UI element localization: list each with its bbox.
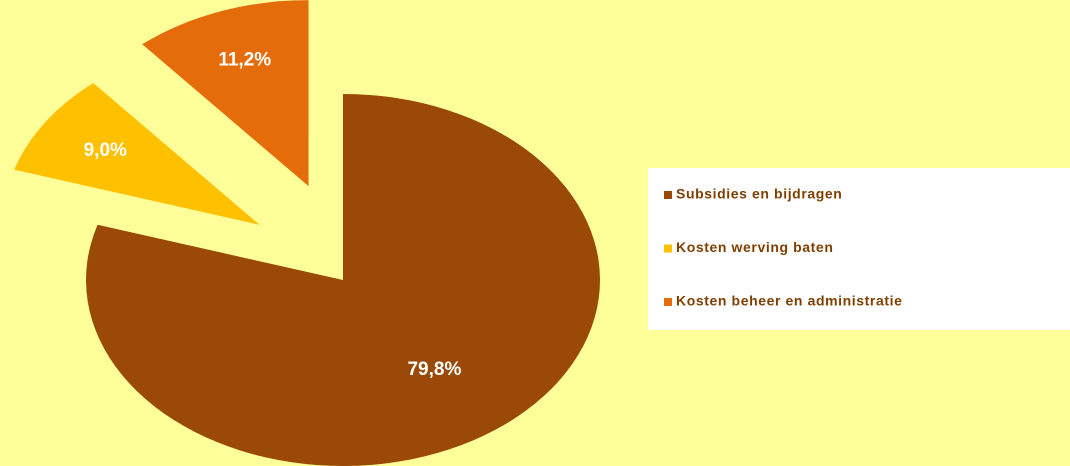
legend-label: Kosten werving baten xyxy=(676,239,833,255)
pie-slice xyxy=(86,94,600,466)
legend-swatch xyxy=(664,191,672,199)
pie-slice xyxy=(142,0,309,187)
data-label: 9,0% xyxy=(84,140,127,161)
legend-swatch xyxy=(664,244,672,253)
legend-label: Kosten beheer en administratie xyxy=(676,293,903,309)
pie-slice xyxy=(14,83,260,225)
legend-swatch xyxy=(664,298,672,306)
data-label: 79,8% xyxy=(407,359,461,380)
legend-label: Subsidies en bijdragen xyxy=(676,186,842,202)
legend-box xyxy=(648,168,1070,330)
data-label: 11,2% xyxy=(218,49,271,70)
